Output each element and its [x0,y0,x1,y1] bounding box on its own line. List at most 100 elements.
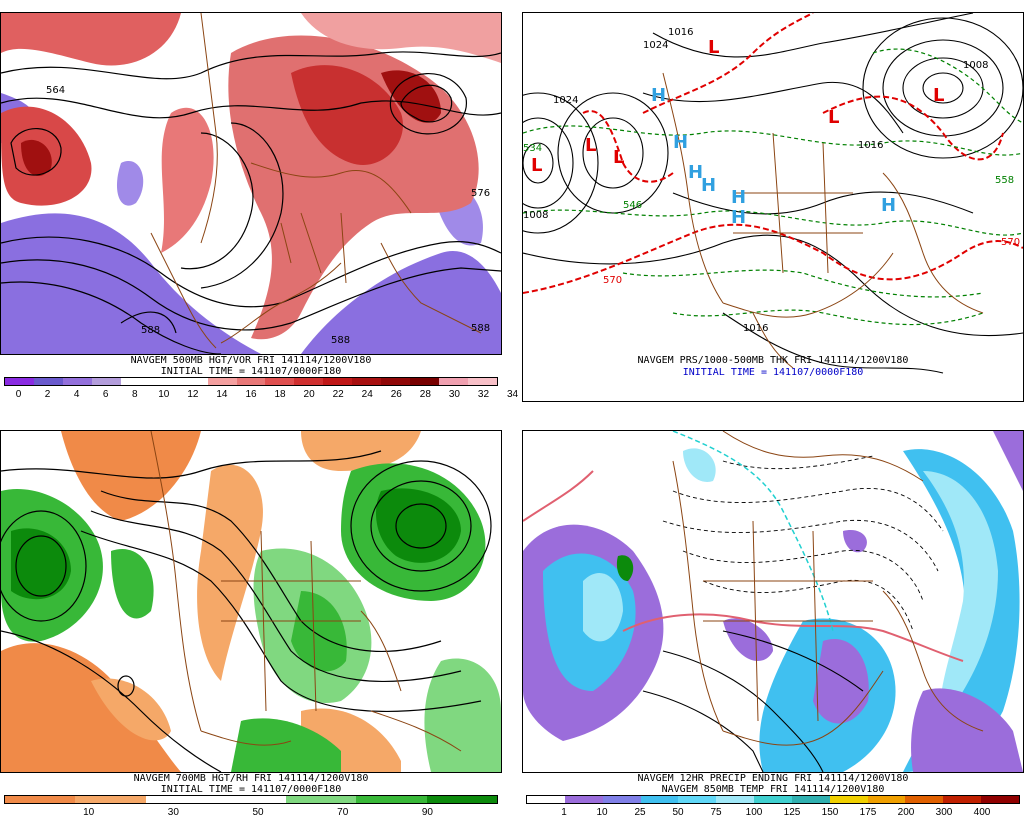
colorbar-tick-label: 100 [745,807,763,818]
high-center-3: H [688,162,703,183]
vort-colorbar [4,377,498,386]
prs-label-1024: 1024 [643,40,668,51]
colorbar-swatch [33,378,63,385]
colorbar-tick-label: 400 [973,807,991,818]
colorbar-swatch [439,378,468,385]
precip-caption-1: NAVGEM 12HR PRECIP ENDING FRI 141114/120… [637,773,909,784]
prs-label-546: 546 [623,200,642,211]
colorbar-swatch [120,378,150,385]
prs-caption-1: NAVGEM PRS/1000-500MB THK FRI 141114/120… [638,355,909,366]
prs-label-534: 534 [523,143,542,154]
precip-map-svg [523,431,1023,772]
prs-label-558: 558 [995,175,1014,186]
colorbar-tick-label: 25 [634,807,646,818]
pressure-map-svg: L L L L L L H H H H H H H 570 570 1024 1… [523,13,1023,401]
colorbar-swatch [527,796,565,803]
colorbar-swatch [426,796,497,803]
colorbar-tick-label: 16 [245,389,257,400]
rh-colorbar [4,795,498,804]
low-center-1: L [531,155,542,176]
high-center-5: H [731,187,746,208]
prs-label-570b: 570 [1001,237,1020,248]
low-center-6: L [933,85,944,106]
colorbar-swatch [207,378,237,385]
colorbar-tick-label: 10 [596,807,608,818]
colorbar-swatch [323,378,353,385]
vort-colorbar-labels: 0 2 4 6 8 10 12 14 16 18 20 22 24 26 28 30 32 34 [4,389,518,401]
colorbar-tick-label: 18 [274,389,286,400]
colorbar-swatch [678,796,717,803]
colorbar-swatch [943,796,982,803]
colorbar-swatch [145,796,216,803]
prs-caption-2: INITIAL TIME = 141107/0000F180 [683,367,864,378]
colorbar-swatch [62,378,92,385]
colorbar-tick-label: 22 [332,389,344,400]
vorticity-map: 588 576 564 588 588 [0,12,502,355]
colorbar-tick-label: 150 [821,807,839,818]
prs-label-1016a: 1016 [668,27,693,38]
prs-label-1016b: 1016 [858,140,883,151]
colorbar-swatch [178,378,208,385]
colorbar-tick-label: 50 [252,807,264,818]
vort-label-588b: 588 [471,323,490,334]
prs-label-1016c: 1016 [743,323,768,334]
panel-700mb-rh: NAVGEM 700MB HGT/RH FRI 141114/1200V180 … [0,430,502,819]
colorbar-tick-label: 50 [672,807,684,818]
colorbar-swatch [754,796,792,803]
prs-label-1024b: 1024 [553,95,578,106]
colorbar-swatch [410,378,440,385]
colorbar-swatch [5,378,34,385]
low-center-4: L [708,37,719,58]
colorbar-tick-label: 10 [83,807,95,818]
colorbar-tick-label: 70 [337,807,349,818]
colorbar-tick-label: 125 [783,807,801,818]
colorbar-swatch [236,378,266,385]
colorbar-swatch [468,378,497,385]
vort-caption-2: INITIAL TIME = 141107/0000F180 [160,366,342,377]
colorbar-tick-label: 200 [897,807,915,818]
colorbar-tick-label: 90 [421,807,433,818]
rh-caption-1: NAVGEM 700MB HGT/RH FRI 141114/1200V180 [133,773,369,784]
colorbar-swatch [5,796,76,803]
colorbar-swatch [564,796,603,803]
colorbar-tick-label: 32 [477,389,490,400]
high-center-6: H [731,207,746,228]
rh-map [0,430,502,773]
colorbar-tick-label: 28 [419,389,431,400]
precip-colorbar [526,795,1020,804]
colorbar-swatch [829,796,868,803]
low-center-3: L [613,147,624,168]
colorbar-tick-label: 1 [561,807,567,818]
colorbar-swatch [215,796,287,803]
vort-caption-1: NAVGEM 500MB HGT/VOR FRI 141114/1200V180 [130,355,372,366]
precip-colorbar-labels: 1 10 25 50 75 100 125 150 175 200 300 400 [526,807,1020,819]
colorbar-tick-label: 30 [167,807,179,818]
colorbar-tick-label: 10 [158,389,170,400]
colorbar-tick-label: 2 [44,389,51,400]
colorbar-swatch [356,796,427,803]
low-center-5: L [828,107,839,128]
high-center-4: H [701,175,716,196]
panel-500mb-vorticity: 588 576 564 588 588 NAVGEM 500MB HGT/VOR… [0,12,518,404]
vort-label-564: 564 [46,85,65,96]
vort-label-576: 576 [471,188,490,199]
colorbar-tick-label: 75 [710,807,722,818]
colorbar-tick-label: 20 [303,389,315,400]
colorbar-tick-label: 300 [935,807,953,818]
rh-map-svg [1,431,501,772]
colorbar-swatch [981,796,1019,803]
precip-caption-2: NAVGEM 850MB TEMP FRI 141114/1200V180 [661,784,885,795]
colorbar-swatch [867,796,906,803]
colorbar-swatch [791,796,830,803]
colorbar-swatch [294,378,324,385]
colorbar-tick-label: 0 [15,389,22,400]
colorbar-swatch [286,796,357,803]
colorbar-tick-label: 30 [448,389,460,400]
vort-label-588c: 588 [331,335,350,346]
panel-pressure-thickness: L L L L L L H H H H H H H 570 570 1024 1… [522,12,1024,404]
panel-precip-850temp: NAVGEM 12HR PRECIP ENDING FRI 141114/120… [522,430,1024,819]
rh-caption-2: INITIAL TIME = 141107/0000F180 [160,784,342,795]
prs-label-570a: 570 [603,275,622,286]
colorbar-swatch [265,378,295,385]
high-center-1: H [651,85,666,106]
